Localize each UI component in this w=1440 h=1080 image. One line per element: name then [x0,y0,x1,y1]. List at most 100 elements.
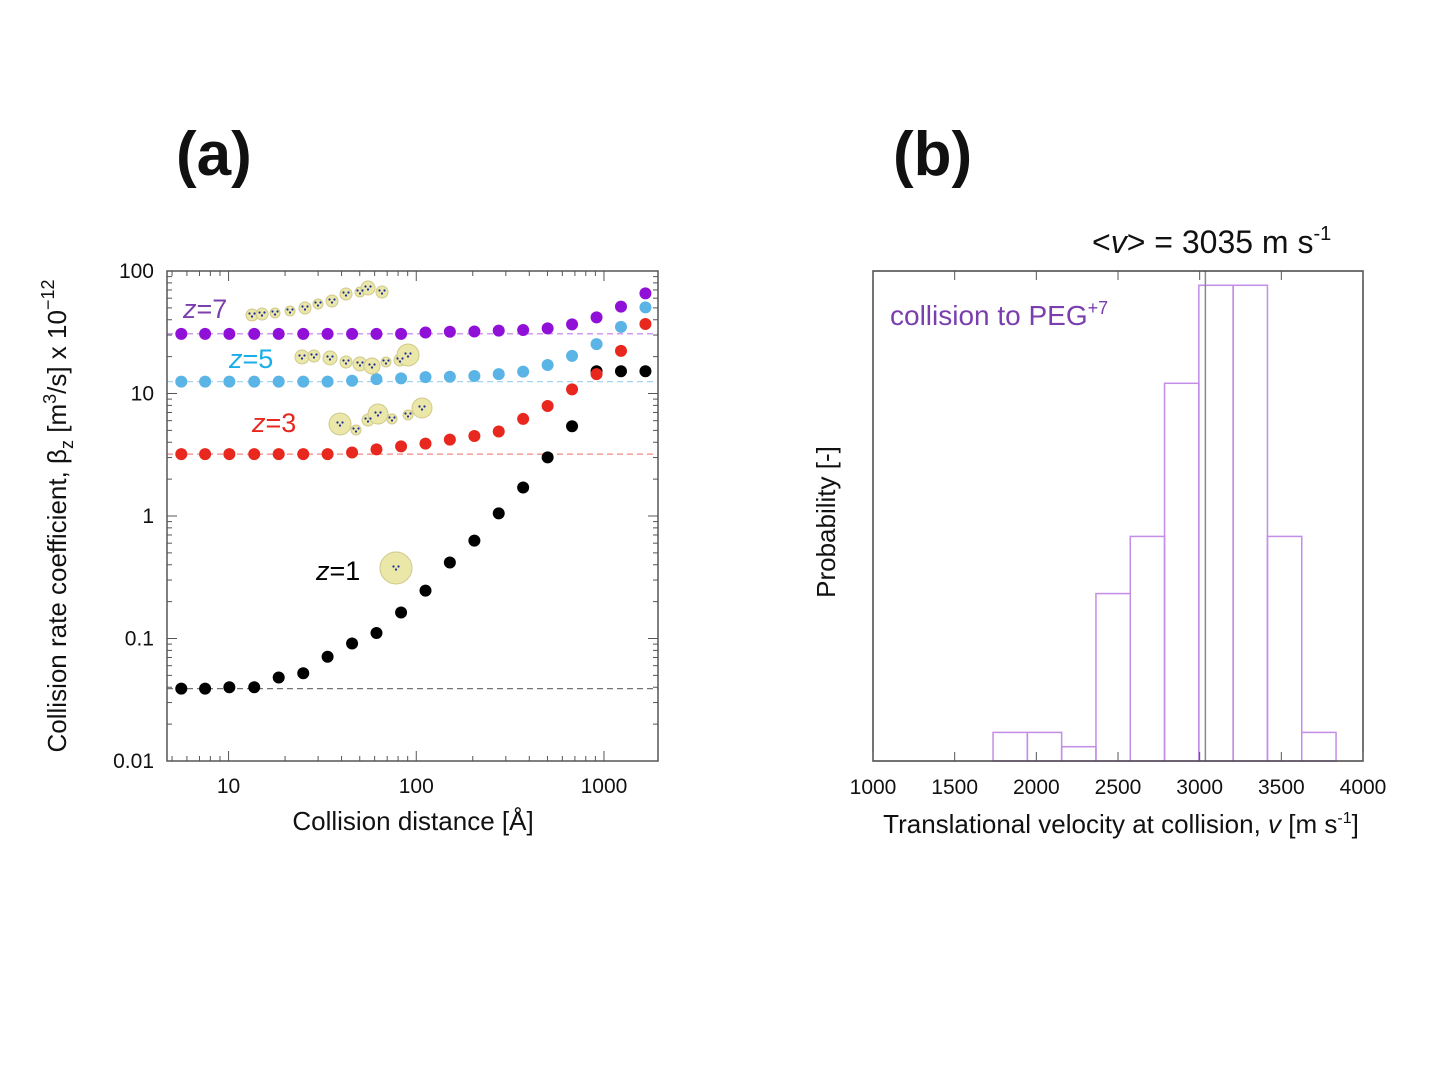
point-z=1 [272,671,285,684]
chart-b-annotation: collision to PEG+7 [890,298,1108,331]
y-tick-label: 0.1 [125,628,154,651]
molecule-bead [322,350,338,366]
molecule-atom [301,305,304,308]
point-z=3 [443,433,456,446]
point-z=7 [199,327,212,340]
molecule-atom [342,359,345,362]
series-label-z7: z=7 [182,294,227,324]
molecule-z1-icon [379,551,413,585]
molecule-atom [276,310,279,313]
point-z=1 [419,584,432,597]
molecule-atom [373,363,376,366]
point-z=5 [321,375,334,388]
molecule-atom [388,416,391,419]
molecule-atom [328,358,332,361]
molecule-bead [328,412,352,436]
point-z=5 [566,349,579,362]
molecule-atom [390,419,394,422]
point-z=7 [370,327,383,340]
point-z=7 [639,287,652,300]
chart-a-marks [167,287,658,695]
molecule-atom [288,311,292,314]
molecule-atom [291,308,294,311]
molecule-atom [338,424,342,427]
point-z=5 [395,372,408,385]
chart-a-ylabel: Collision rate coefficient, βz [m3/s] x … [38,279,77,752]
molecule-atom [250,315,254,318]
panel-a-label: (a) [176,120,252,189]
point-z=1 [443,556,456,569]
molecule-atom [358,292,362,295]
point-z=7 [297,327,310,340]
molecule-atom [358,364,362,367]
point-z=3 [370,443,383,456]
point-z=5 [419,371,432,384]
point-z=5 [492,368,505,381]
point-z=3 [614,344,627,357]
molecule-atom [368,363,371,366]
molecule-atom [300,357,304,360]
molecule-atom [361,289,364,292]
y-tick-label: 0.01 [113,750,154,773]
molecule-atom [316,304,320,307]
y-tick-label: 1 [142,505,154,528]
molecule-bead [380,356,392,368]
molecule-atom [393,416,396,419]
molecule-atom [387,359,390,362]
point-z=3 [419,437,432,450]
point-z=5 [223,375,236,388]
point-z=5 [639,301,652,314]
molecule-atom [315,353,318,356]
point-z=3 [248,448,261,461]
molecule-atom [271,310,274,313]
point-z=5 [517,365,530,378]
molecule-bead [325,294,339,308]
point-z=7 [443,325,456,338]
series-label-z3: z=3 [251,408,296,438]
molecule-bead [339,355,353,369]
chart-b-ylabel: Probability [-] [811,446,841,598]
point-z=1 [248,681,261,694]
molecule-bead [307,349,321,363]
point-z=3 [517,412,530,425]
molecule-atom [409,412,412,415]
molecule-atom [347,359,350,362]
chart-b: 1000 1500 2000 2500 3000 3500 4000 <v> = 3035 … [811,223,1386,839]
point-z=1 [614,365,627,378]
molecule-atom [369,417,372,420]
molecule-bead [339,287,353,301]
molecule-bead [363,357,381,375]
molecule-atom [394,568,398,571]
point-z=1 [492,507,505,520]
molecule-atom [260,314,264,317]
molecule-atom [253,312,256,315]
molecule-atom [306,305,309,308]
x-tick-label: 100 [399,775,434,798]
point-z=3 [223,448,236,461]
molecule-atom [392,565,395,568]
molecule-atom [379,411,382,414]
molecule-bead [284,305,296,317]
molecule-atom [361,361,364,364]
molecule-atom [369,285,372,288]
molecule-atom [248,312,251,315]
point-z=7 [468,325,481,338]
molecule-bead [294,349,310,365]
molecule-z5-icon [294,343,420,375]
molecule-atom [406,355,410,358]
point-z=5 [272,375,285,388]
molecule-atom [328,298,331,301]
point-z=3 [541,400,554,413]
molecule-atom [384,362,388,365]
point-z=7 [541,322,554,335]
point-z=3 [321,448,334,461]
x-tick-label: 3000 [1176,776,1223,799]
molecule-bead [360,280,376,296]
point-z=7 [614,300,627,313]
molecule-bead [269,307,281,319]
molecule-bead [396,343,420,367]
molecule-atom [342,291,345,294]
point-z=5 [590,338,603,351]
